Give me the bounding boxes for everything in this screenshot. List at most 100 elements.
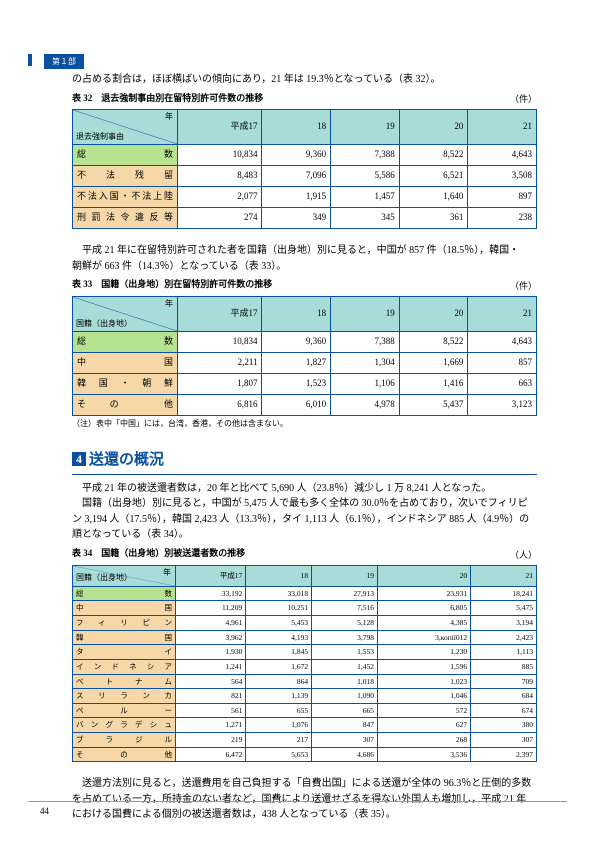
row-label: そ の 他 — [73, 747, 176, 762]
table-row: 不 法 残 留8,4837,0965,5866,5213,508 — [73, 166, 537, 187]
table-cell: 3,536 — [378, 747, 471, 762]
table-cell: 5,453 — [246, 616, 312, 631]
table-row: フ ィ リ ピ ン4,9615,4535,1284,3853,194 — [73, 616, 537, 631]
table-cell: 380 — [471, 718, 537, 733]
table-cell: 27,913 — [312, 586, 378, 601]
table-cell: 1,230 — [378, 645, 471, 660]
table-cell: 1,416 — [399, 374, 468, 395]
table-34: 年国籍（出身地）平成1718192021総 数33,19233,01827,91… — [72, 565, 537, 763]
table-cell: 2,423 — [471, 630, 537, 645]
table-row: そ の 他6,4725,6534,6863,5362,397 — [73, 747, 537, 762]
row-label: タ イ — [73, 645, 176, 660]
table-cell: 8,483 — [178, 166, 262, 187]
table-cell: 1,106 — [331, 374, 400, 395]
table-year-header: 20 — [399, 110, 468, 145]
table-cell: 3,копії012 — [378, 630, 471, 645]
table-cell: 1,452 — [312, 659, 378, 674]
row-label: 総 数 — [73, 586, 176, 601]
table-year-header: 19 — [331, 110, 400, 145]
table-cell: 1,271 — [176, 718, 246, 733]
table-33: 年国籍（出身地）平成1718192021総 数10,8349,3607,3888… — [72, 296, 537, 416]
content-area: の占める割合は，ほぼ横ばいの傾向にあり，21 年は 19.3％となっている（表 … — [72, 72, 537, 823]
table-row: ベ ト ナ ム5648641,0181,023709 — [73, 674, 537, 689]
table-cell: 1,915 — [262, 187, 331, 208]
table-cell: 5,586 — [331, 166, 400, 187]
table-row: タ イ1,9301,8451,5531,2301,113 — [73, 645, 537, 660]
table-cell: 665 — [312, 703, 378, 718]
table-cell: 345 — [331, 208, 400, 229]
section4-title: 送還の概況 — [89, 452, 164, 468]
table-cell: 10,834 — [178, 332, 262, 353]
closing-0: 送還方法別に見ると，送還費用を自己負担する「自費出国」による送還が全体の 96.… — [72, 776, 537, 792]
table-cell: 864 — [246, 674, 312, 689]
table-cell: 564 — [176, 674, 246, 689]
table-cell: 8,522 — [399, 145, 468, 166]
part-tab: 第１部 — [44, 54, 84, 69]
table-cell: 1,113 — [471, 645, 537, 660]
row-label: 韓 国 — [73, 630, 176, 645]
table-cell: 4,643 — [468, 145, 537, 166]
table-cell: 2,077 — [178, 187, 262, 208]
row-label: 不法入国・不法上陸 — [73, 187, 178, 208]
closing-1: を占めている一方，所持金のない者など，国費により送還せざるを得ない外国人も増加し… — [72, 792, 537, 808]
table-cell: 561 — [176, 703, 246, 718]
table-cell: 7,096 — [262, 166, 331, 187]
table-cell: 5,475 — [471, 601, 537, 616]
page-number: 44 — [40, 806, 49, 816]
table-cell: 307 — [312, 733, 378, 748]
para2a: 平成 21 年に在留特別許可された者を国籍（出身地）別に見ると，中国が 857 … — [72, 243, 537, 259]
table-cell: 1,930 — [176, 645, 246, 660]
table-year-header: 平成17 — [178, 297, 262, 332]
table-cell: 5,437 — [399, 395, 468, 416]
table-cell: 349 — [262, 208, 331, 229]
table-year-header: 18 — [262, 297, 331, 332]
table-cell: 8,522 — [399, 332, 468, 353]
table-row: 韓 国 ・ 朝 鮮1,8071,5231,1061,416663 — [73, 374, 537, 395]
table-cell: 655 — [246, 703, 312, 718]
table-cell: 7,388 — [331, 145, 400, 166]
closing-2: における国費による個別の被送還者数は，438 人となっている（表 35）。 — [72, 807, 537, 823]
table-cell: 3,798 — [312, 630, 378, 645]
table-row: ペ ル ー561655665572674 — [73, 703, 537, 718]
table-cell: 4,643 — [468, 332, 537, 353]
table-cell: 4,978 — [331, 395, 400, 416]
edge-bar — [28, 54, 32, 66]
table-row: ブ ラ ジ ル219217307268307 — [73, 733, 537, 748]
table-cell: 1,304 — [331, 353, 400, 374]
table-year-header: 20 — [378, 565, 471, 586]
table-cell: 6,010 — [262, 395, 331, 416]
table-row: 総 数33,19233,01827,91323,93118,241 — [73, 586, 537, 601]
table-row: 不法入国・不法上陸2,0771,9151,4571,640897 — [73, 187, 537, 208]
table-year-header: 18 — [262, 110, 331, 145]
table-32: 年退去強制事由平成1718192021総 数10,8349,3607,3888,… — [72, 109, 537, 229]
table-year-header: 平成17 — [176, 565, 246, 586]
table-row: そ の 他6,8166,0104,9785,4373,123 — [73, 395, 537, 416]
table-diag-header: 年退去強制事由 — [73, 110, 178, 145]
table-cell: 3,194 — [471, 616, 537, 631]
table-cell: 1,672 — [246, 659, 312, 674]
intro-text: の占める割合は，ほぼ横ばいの傾向にあり，21 年は 19.3％となっている（表 … — [72, 72, 537, 88]
table-year-header: 20 — [399, 297, 468, 332]
table-cell: 3,123 — [468, 395, 537, 416]
table-cell: 885 — [471, 659, 537, 674]
table-cell: 33,018 — [246, 586, 312, 601]
sec4-p1: 国籍（出身地）別に見ると，中国が 5,475 人で最も多く全体の 30.0％を占… — [72, 496, 537, 512]
table-row: ス リ ラ ン カ8211,1391,0901,046684 — [73, 689, 537, 704]
table-cell: 1,241 — [176, 659, 246, 674]
table-row: バ ン グ ラ デ シ ュ1,2711,076847627380 — [73, 718, 537, 733]
table-cell: 18,241 — [471, 586, 537, 601]
row-label: ペ ル ー — [73, 703, 176, 718]
table-cell: 897 — [468, 187, 537, 208]
row-label: フ ィ リ ピ ン — [73, 616, 176, 631]
table-cell: 2,211 — [178, 353, 262, 374]
section4-heading: 4送還の概況 — [72, 449, 537, 475]
row-label: ブ ラ ジ ル — [73, 733, 176, 748]
table-cell: 9,360 — [262, 145, 331, 166]
table-cell: 1,023 — [378, 674, 471, 689]
row-label: ス リ ラ ン カ — [73, 689, 176, 704]
table-cell: 11,209 — [176, 601, 246, 616]
table-cell: 361 — [399, 208, 468, 229]
table-cell: 6,521 — [399, 166, 468, 187]
table-cell: 847 — [312, 718, 378, 733]
table-cell: 23,931 — [378, 586, 471, 601]
